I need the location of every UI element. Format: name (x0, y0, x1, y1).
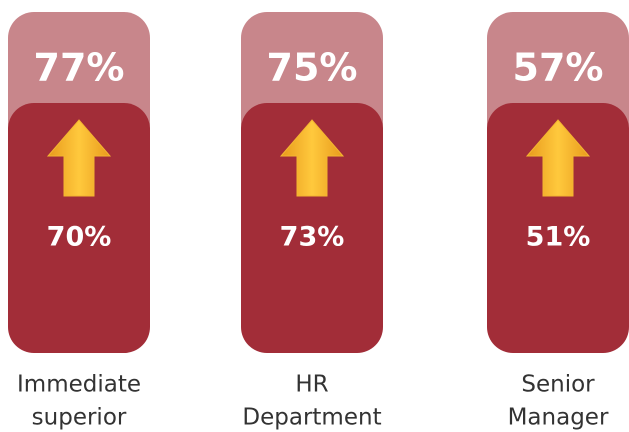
up-arrow (525, 119, 591, 197)
category-label: Senior (521, 372, 595, 398)
current-value: 73% (280, 222, 345, 253)
previous-value: 77% (34, 46, 125, 90)
current-card (8, 103, 150, 353)
category-label: Manager (508, 405, 609, 431)
category-label: Department (242, 405, 381, 431)
current-card (487, 103, 629, 353)
up-arrow (46, 119, 112, 197)
previous-value: 57% (513, 46, 604, 90)
current-value: 70% (47, 222, 112, 253)
previous-value: 75% (267, 46, 358, 90)
category-label: HR (295, 372, 328, 398)
current-card (241, 103, 383, 353)
category-label: superior (32, 405, 127, 431)
category-label: Immediate (17, 372, 141, 398)
current-value: 51% (526, 222, 591, 253)
up-arrow (279, 119, 345, 197)
